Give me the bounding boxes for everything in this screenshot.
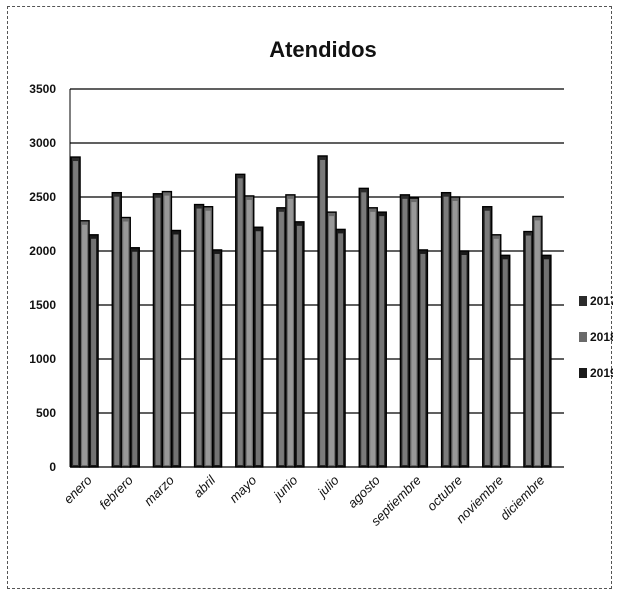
bar-shade <box>502 259 508 465</box>
bar-shade <box>370 211 376 465</box>
y-tick-label: 0 <box>49 460 56 474</box>
x-tick-label: agosto <box>345 473 383 511</box>
chart: Atendidos 0 500 1000 1500 2000 2500 3000 3500 e… <box>29 37 613 529</box>
legend-swatch-2017 <box>579 296 587 306</box>
bar-shade <box>123 221 129 465</box>
bar-shade <box>452 201 458 465</box>
legend-label: 2018 <box>590 330 613 344</box>
bar-shade <box>278 211 284 465</box>
bar-shade <box>132 251 138 465</box>
y-axis-ticks: 0 500 1000 1500 2000 2500 3000 3500 <box>29 82 56 474</box>
bar-shade <box>525 235 531 465</box>
legend-label: 2019 <box>590 366 613 380</box>
x-tick-label: junio <box>269 473 300 504</box>
bar-shade <box>114 196 120 465</box>
bar-shade <box>329 216 335 465</box>
y-tick-label: 500 <box>36 406 56 420</box>
y-tick-label: 1500 <box>29 298 56 312</box>
bar-shade <box>534 220 540 465</box>
y-tick-label: 1000 <box>29 352 56 366</box>
bar-shade <box>287 198 293 465</box>
bar-shade <box>411 202 417 465</box>
chart-frame: Atendidos 0 500 1000 1500 2000 2500 3000 3500 e… <box>7 6 613 589</box>
bar-shade <box>361 192 367 466</box>
bar-shade <box>246 199 252 466</box>
y-tick-label: 3500 <box>29 82 56 96</box>
bar-shade <box>443 196 449 465</box>
chart-title: Atendidos <box>269 37 377 62</box>
y-tick-label: 3000 <box>29 136 56 150</box>
legend-swatch-2019 <box>579 368 587 378</box>
legend: 2017 2018 2019 <box>579 294 613 380</box>
bar-shade <box>237 178 243 465</box>
x-axis-ticks: enero febrero marzo abril mayo junio julio agos… <box>61 472 548 529</box>
x-tick-label: julio <box>313 473 341 501</box>
legend-swatch-2018 <box>579 332 587 342</box>
gridlines <box>69 88 564 468</box>
bar-shade <box>73 161 79 466</box>
bar-shade <box>338 233 344 465</box>
bar-shade <box>205 210 211 465</box>
bar-shade <box>173 234 179 465</box>
bar-shade <box>493 238 499 465</box>
x-tick-label: octubre <box>424 473 465 514</box>
bar-shade <box>461 255 467 465</box>
bar-shade <box>484 210 490 465</box>
bar-shade <box>296 225 302 465</box>
legend-label: 2017 <box>590 294 613 308</box>
bar-shade <box>82 224 88 465</box>
y-tick-label: 2000 <box>29 244 56 258</box>
x-tick-label: abril <box>190 472 219 501</box>
bar-shade <box>320 159 326 465</box>
x-tick-label: diciembre <box>497 473 547 523</box>
bar-shade <box>214 253 220 465</box>
bar-shade <box>420 253 426 465</box>
bar-shade <box>155 197 161 465</box>
bar-shade <box>91 238 97 465</box>
x-tick-label: enero <box>61 473 95 507</box>
x-tick-label: marzo <box>141 473 177 509</box>
y-tick-label: 2500 <box>29 190 56 204</box>
bar-shade <box>543 259 549 465</box>
bar-shade <box>402 198 408 465</box>
bar-shade <box>255 231 261 465</box>
bar-shade <box>196 208 202 465</box>
bar-shade <box>164 195 170 465</box>
x-tick-label: mayo <box>226 473 259 506</box>
x-tick-label: febrero <box>96 473 136 513</box>
bar-shade <box>379 216 385 465</box>
bars <box>70 155 552 468</box>
